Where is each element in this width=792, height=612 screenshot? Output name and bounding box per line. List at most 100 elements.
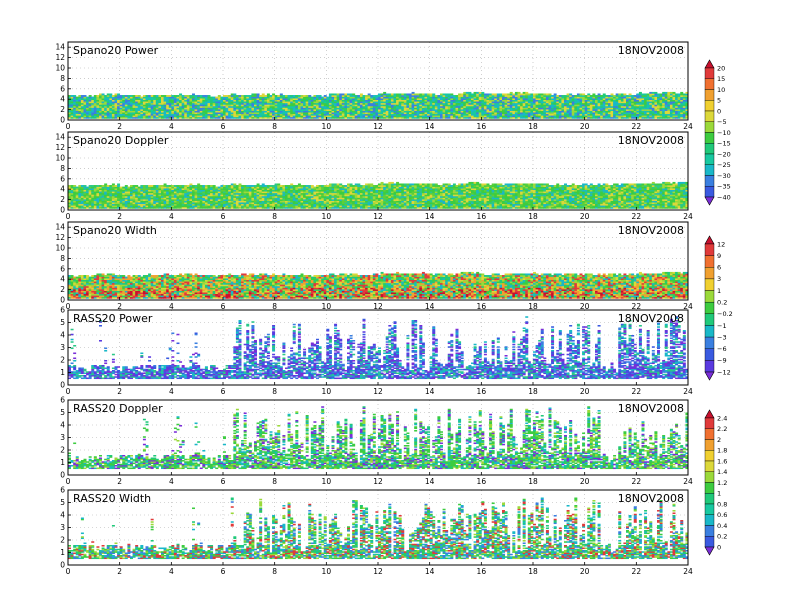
data-cell <box>104 116 108 119</box>
data-cell <box>130 112 133 115</box>
data-cell <box>421 105 425 108</box>
data-cell <box>119 98 123 101</box>
data-cell <box>421 116 425 119</box>
data-cell <box>86 116 90 119</box>
data-cell <box>204 194 208 197</box>
data-cell <box>628 99 632 102</box>
data-cell <box>124 185 128 187</box>
data-cell <box>75 105 79 108</box>
data-cell <box>582 99 586 102</box>
data-cell <box>225 112 229 115</box>
data-cell <box>520 98 524 101</box>
data-cell <box>235 96 239 99</box>
data-cell <box>83 200 87 203</box>
data-cell <box>186 200 190 203</box>
data-cell <box>73 189 77 192</box>
data-cell <box>96 197 100 200</box>
data-cell <box>192 98 195 101</box>
x-tick-label: 10 <box>322 122 332 131</box>
data-cell <box>308 102 312 105</box>
data-cell <box>194 105 198 108</box>
data-cell <box>331 113 335 116</box>
data-cell <box>166 98 170 101</box>
data-cell <box>127 105 131 108</box>
data-cell <box>80 101 84 104</box>
data-cell <box>538 109 542 111</box>
data-cell <box>483 102 487 105</box>
data-cell <box>533 107 536 110</box>
data-cell <box>279 98 283 101</box>
data-cell <box>101 203 105 206</box>
data-cell <box>365 98 369 101</box>
data-cell <box>512 99 516 102</box>
data-cell <box>584 104 588 107</box>
data-cell <box>137 116 141 119</box>
data-cell <box>186 203 190 206</box>
data-cell <box>440 112 443 115</box>
data-cell <box>522 96 526 99</box>
data-cell <box>540 109 544 111</box>
data-cell <box>161 188 164 191</box>
data-cell <box>370 101 374 104</box>
data-cell <box>543 109 547 111</box>
data-cell <box>142 197 146 200</box>
data-cell <box>68 95 71 97</box>
data-cell <box>194 197 198 200</box>
data-cell <box>440 96 443 99</box>
data-cell <box>109 194 113 197</box>
data-cell <box>579 107 583 110</box>
data-cell <box>540 107 544 110</box>
data-cell <box>486 95 490 97</box>
data-cell <box>463 112 467 115</box>
data-cell <box>145 195 149 198</box>
data-cell <box>199 110 203 113</box>
data-cell <box>124 95 128 97</box>
data-cell <box>517 104 521 107</box>
data-cell <box>491 105 495 108</box>
data-cell <box>587 105 591 108</box>
data-cell <box>393 109 397 111</box>
data-cell <box>396 115 400 118</box>
data-cell <box>646 96 650 99</box>
data-cell <box>155 191 159 194</box>
data-cell <box>385 96 389 99</box>
data-cell <box>99 109 102 111</box>
data-cell <box>173 109 177 111</box>
data-cell <box>651 105 655 108</box>
data-cell <box>117 102 121 105</box>
data-cell <box>685 115 689 118</box>
data-cell <box>685 96 689 99</box>
data-cell <box>259 185 263 187</box>
data-cell <box>362 107 366 110</box>
data-cell <box>295 95 299 97</box>
data-cell <box>533 101 536 104</box>
data-cell <box>155 203 159 206</box>
data-cell <box>78 206 82 209</box>
data-cell <box>514 96 518 99</box>
data-cell <box>261 95 265 97</box>
data-cell <box>223 95 226 97</box>
data-cell <box>669 115 673 118</box>
data-cell <box>184 112 188 115</box>
data-cell <box>341 107 345 110</box>
data-cell <box>659 98 663 101</box>
data-cell <box>602 96 606 99</box>
data-cell <box>155 116 159 119</box>
data-cell <box>246 112 250 115</box>
data-cell <box>494 107 498 110</box>
data-cell <box>613 96 617 99</box>
x-tick-label: 18 <box>528 122 538 131</box>
data-cell <box>117 93 121 96</box>
data-cell <box>473 105 477 108</box>
data-cell <box>390 115 394 118</box>
data-cell <box>295 96 299 99</box>
data-cell <box>651 110 655 113</box>
data-cell <box>111 104 115 107</box>
data-cell <box>161 206 164 209</box>
data-cell <box>667 110 671 113</box>
data-cell <box>587 93 591 96</box>
data-cell <box>496 95 500 97</box>
data-cell <box>171 101 175 104</box>
data-cell <box>339 102 343 105</box>
data-cell <box>354 116 358 119</box>
